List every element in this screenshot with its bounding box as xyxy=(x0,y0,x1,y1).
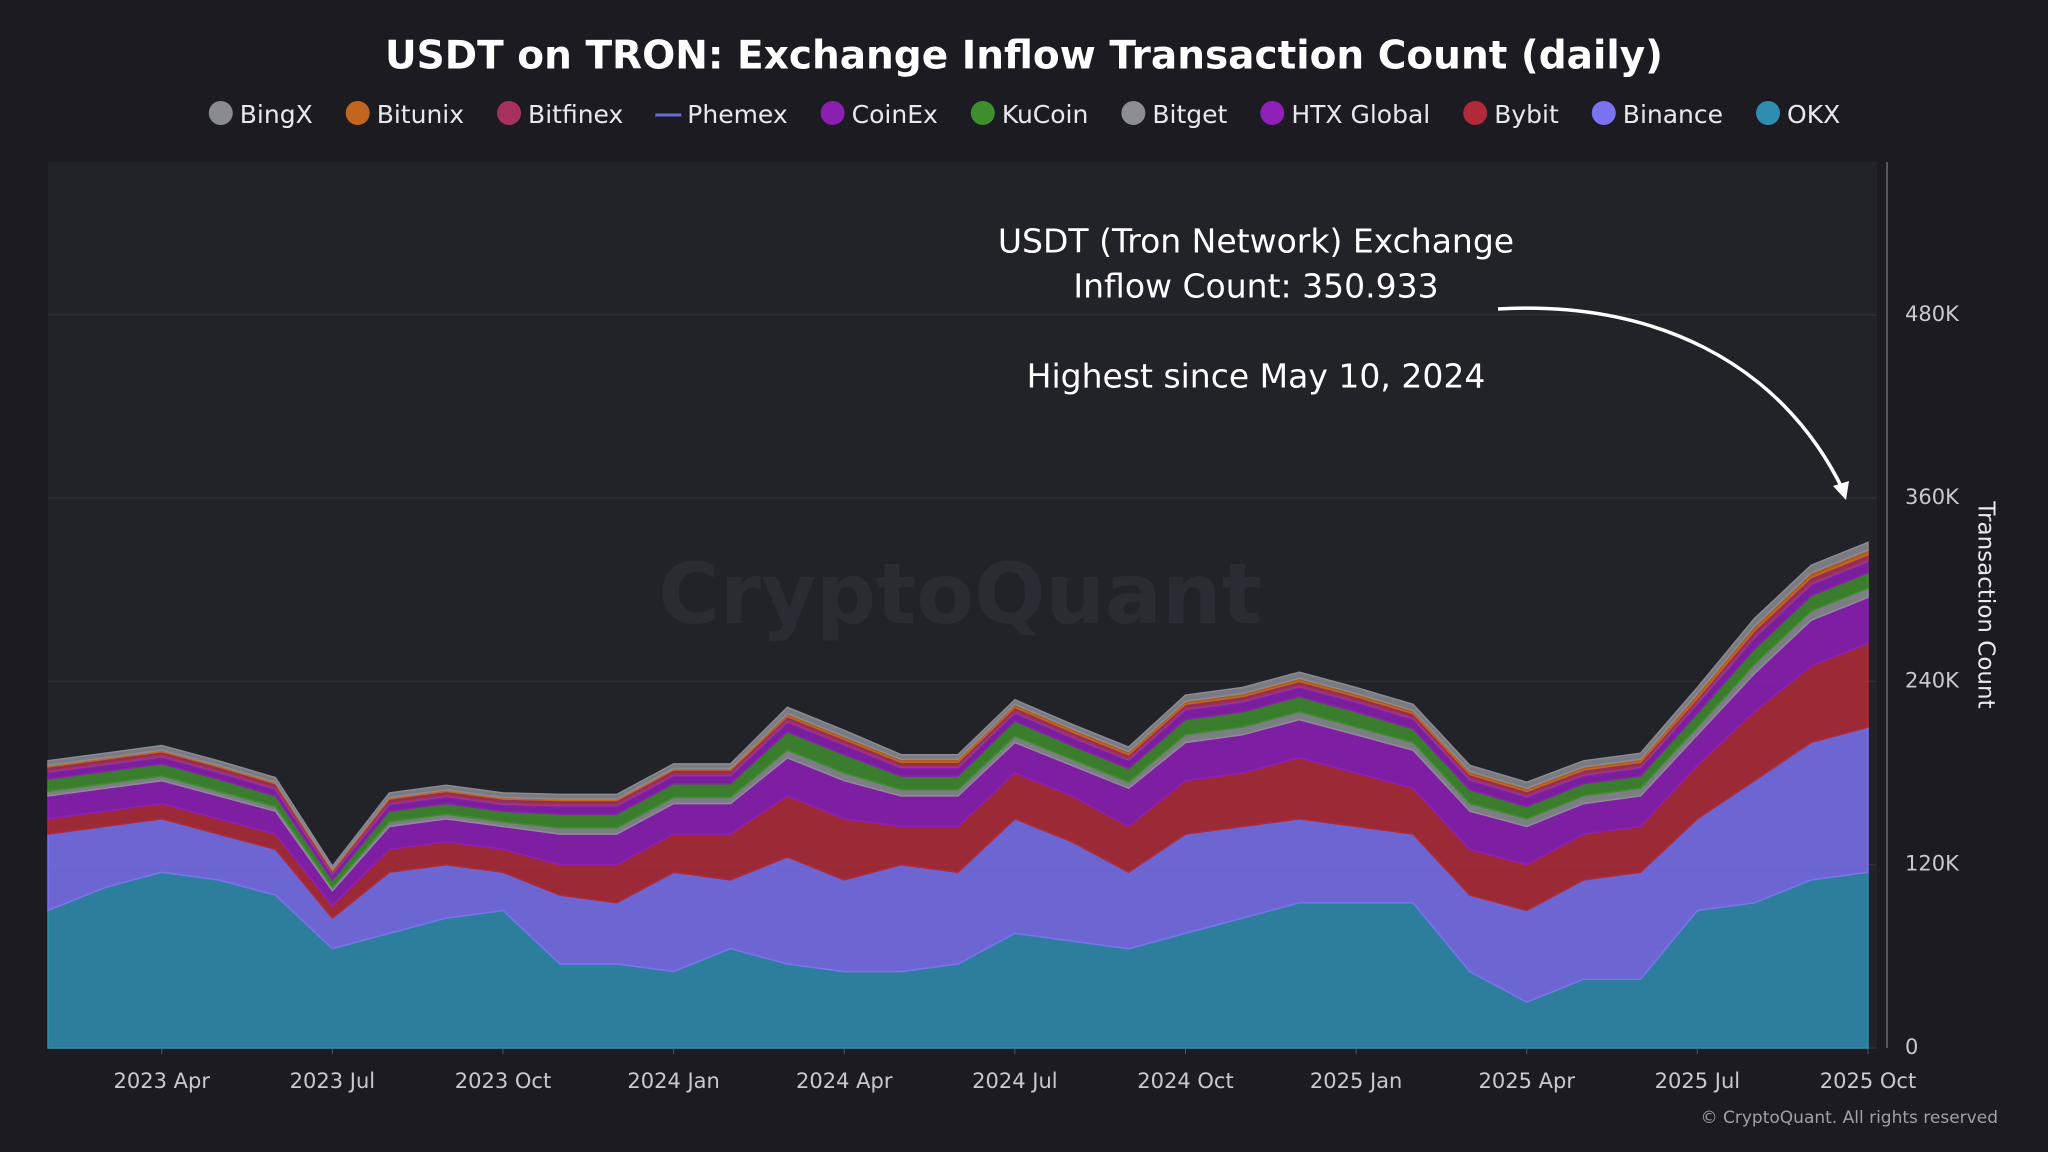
legend-marker xyxy=(497,101,522,125)
x-tick-label: 2024 Apr xyxy=(796,1069,893,1093)
annotation: Inflow Count: 350.933 xyxy=(1073,267,1438,306)
x-tick-label: 2024 Jan xyxy=(627,1069,720,1093)
series-area xyxy=(47,561,1869,882)
legend-label: Bitget xyxy=(1152,100,1227,129)
annotation-arrow xyxy=(1497,306,1845,491)
x-tick-label: 2023 Jul xyxy=(290,1069,375,1093)
watermark: CryptoQuant xyxy=(658,545,1262,643)
legend-item: Bybit xyxy=(1463,100,1559,129)
y-axis-label: Transaction Count xyxy=(1973,500,1999,708)
legend-label: HTX Global xyxy=(1291,100,1430,129)
legend: BingX Bitunix Bitfinex Phemex CoinEx KuCoin Bi… xyxy=(208,100,1840,129)
annotation: Highest since May 10, 2024 xyxy=(1027,357,1486,396)
x-tick-label: 2023 Apr xyxy=(114,1069,211,1093)
copyright: © CryptoQuant. All rights reserved xyxy=(1701,1108,1998,1128)
legend-item: BingX xyxy=(208,100,313,129)
legend-item: Bitget xyxy=(1121,100,1228,129)
legend-item: CoinEx xyxy=(820,100,938,129)
legend-item: KuCoin xyxy=(970,100,1089,129)
legend-item: Binance xyxy=(1591,100,1723,129)
x-tick-label: 2025 Apr xyxy=(1479,1069,1576,1093)
x-tick-label: 2025 Oct xyxy=(1820,1069,1916,1093)
legend-marker xyxy=(1260,101,1285,125)
arrow-head xyxy=(1833,481,1849,500)
x-tick-label: 2024 Oct xyxy=(1137,1069,1233,1093)
legend-marker xyxy=(345,101,370,125)
legend-item: Phemex xyxy=(655,100,788,129)
legend-label: Phemex xyxy=(687,100,787,129)
chart-title: USDT on TRON: Exchange Inflow Transactio… xyxy=(385,34,1663,79)
legend-label: Bitunix xyxy=(377,100,464,129)
legend-marker xyxy=(1591,101,1616,125)
y-tick-label: 0 xyxy=(1905,1035,1918,1059)
series-area xyxy=(47,541,1869,871)
legend-label: Bitfinex xyxy=(528,100,623,129)
y-tick-label: 240K xyxy=(1905,668,1960,692)
x-tick-label: 2025 Jan xyxy=(1310,1069,1403,1093)
legend-label: CoinEx xyxy=(852,100,938,129)
x-tick-label: 2024 Jul xyxy=(972,1069,1057,1093)
legend-label: BingX xyxy=(240,100,313,129)
x-tick-label: 2023 Oct xyxy=(455,1069,551,1093)
legend-label: Bybit xyxy=(1494,100,1559,129)
legend-item: HTX Global xyxy=(1260,100,1430,129)
legend-marker xyxy=(208,101,233,125)
legend-label: OKX xyxy=(1787,100,1840,129)
legend-label: Binance xyxy=(1623,100,1723,129)
legend-item: OKX xyxy=(1756,100,1840,129)
annotation: USDT (Tron Network) Exchange xyxy=(998,222,1514,261)
y-tick-label: 480K xyxy=(1905,302,1960,326)
legend-marker xyxy=(1463,101,1488,125)
legend-marker xyxy=(1121,101,1146,125)
legend-marker xyxy=(1756,101,1781,125)
legend-label: KuCoin xyxy=(1002,100,1089,129)
x-tick-label: 2025 Jul xyxy=(1655,1069,1740,1093)
areas xyxy=(47,541,1869,1049)
legend-item: Bitunix xyxy=(345,100,464,129)
y-tick-label: 120K xyxy=(1905,852,1960,876)
legend-marker xyxy=(820,101,845,125)
legend-marker xyxy=(970,101,995,125)
legend-item: Bitfinex xyxy=(497,100,623,129)
y-tick-label: 360K xyxy=(1905,485,1960,509)
